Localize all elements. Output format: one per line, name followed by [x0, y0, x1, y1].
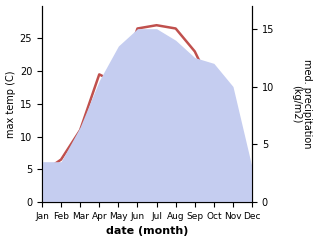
Y-axis label: med. precipitation
(kg/m2): med. precipitation (kg/m2) [291, 59, 313, 149]
Y-axis label: max temp (C): max temp (C) [5, 70, 16, 138]
X-axis label: date (month): date (month) [106, 227, 188, 236]
